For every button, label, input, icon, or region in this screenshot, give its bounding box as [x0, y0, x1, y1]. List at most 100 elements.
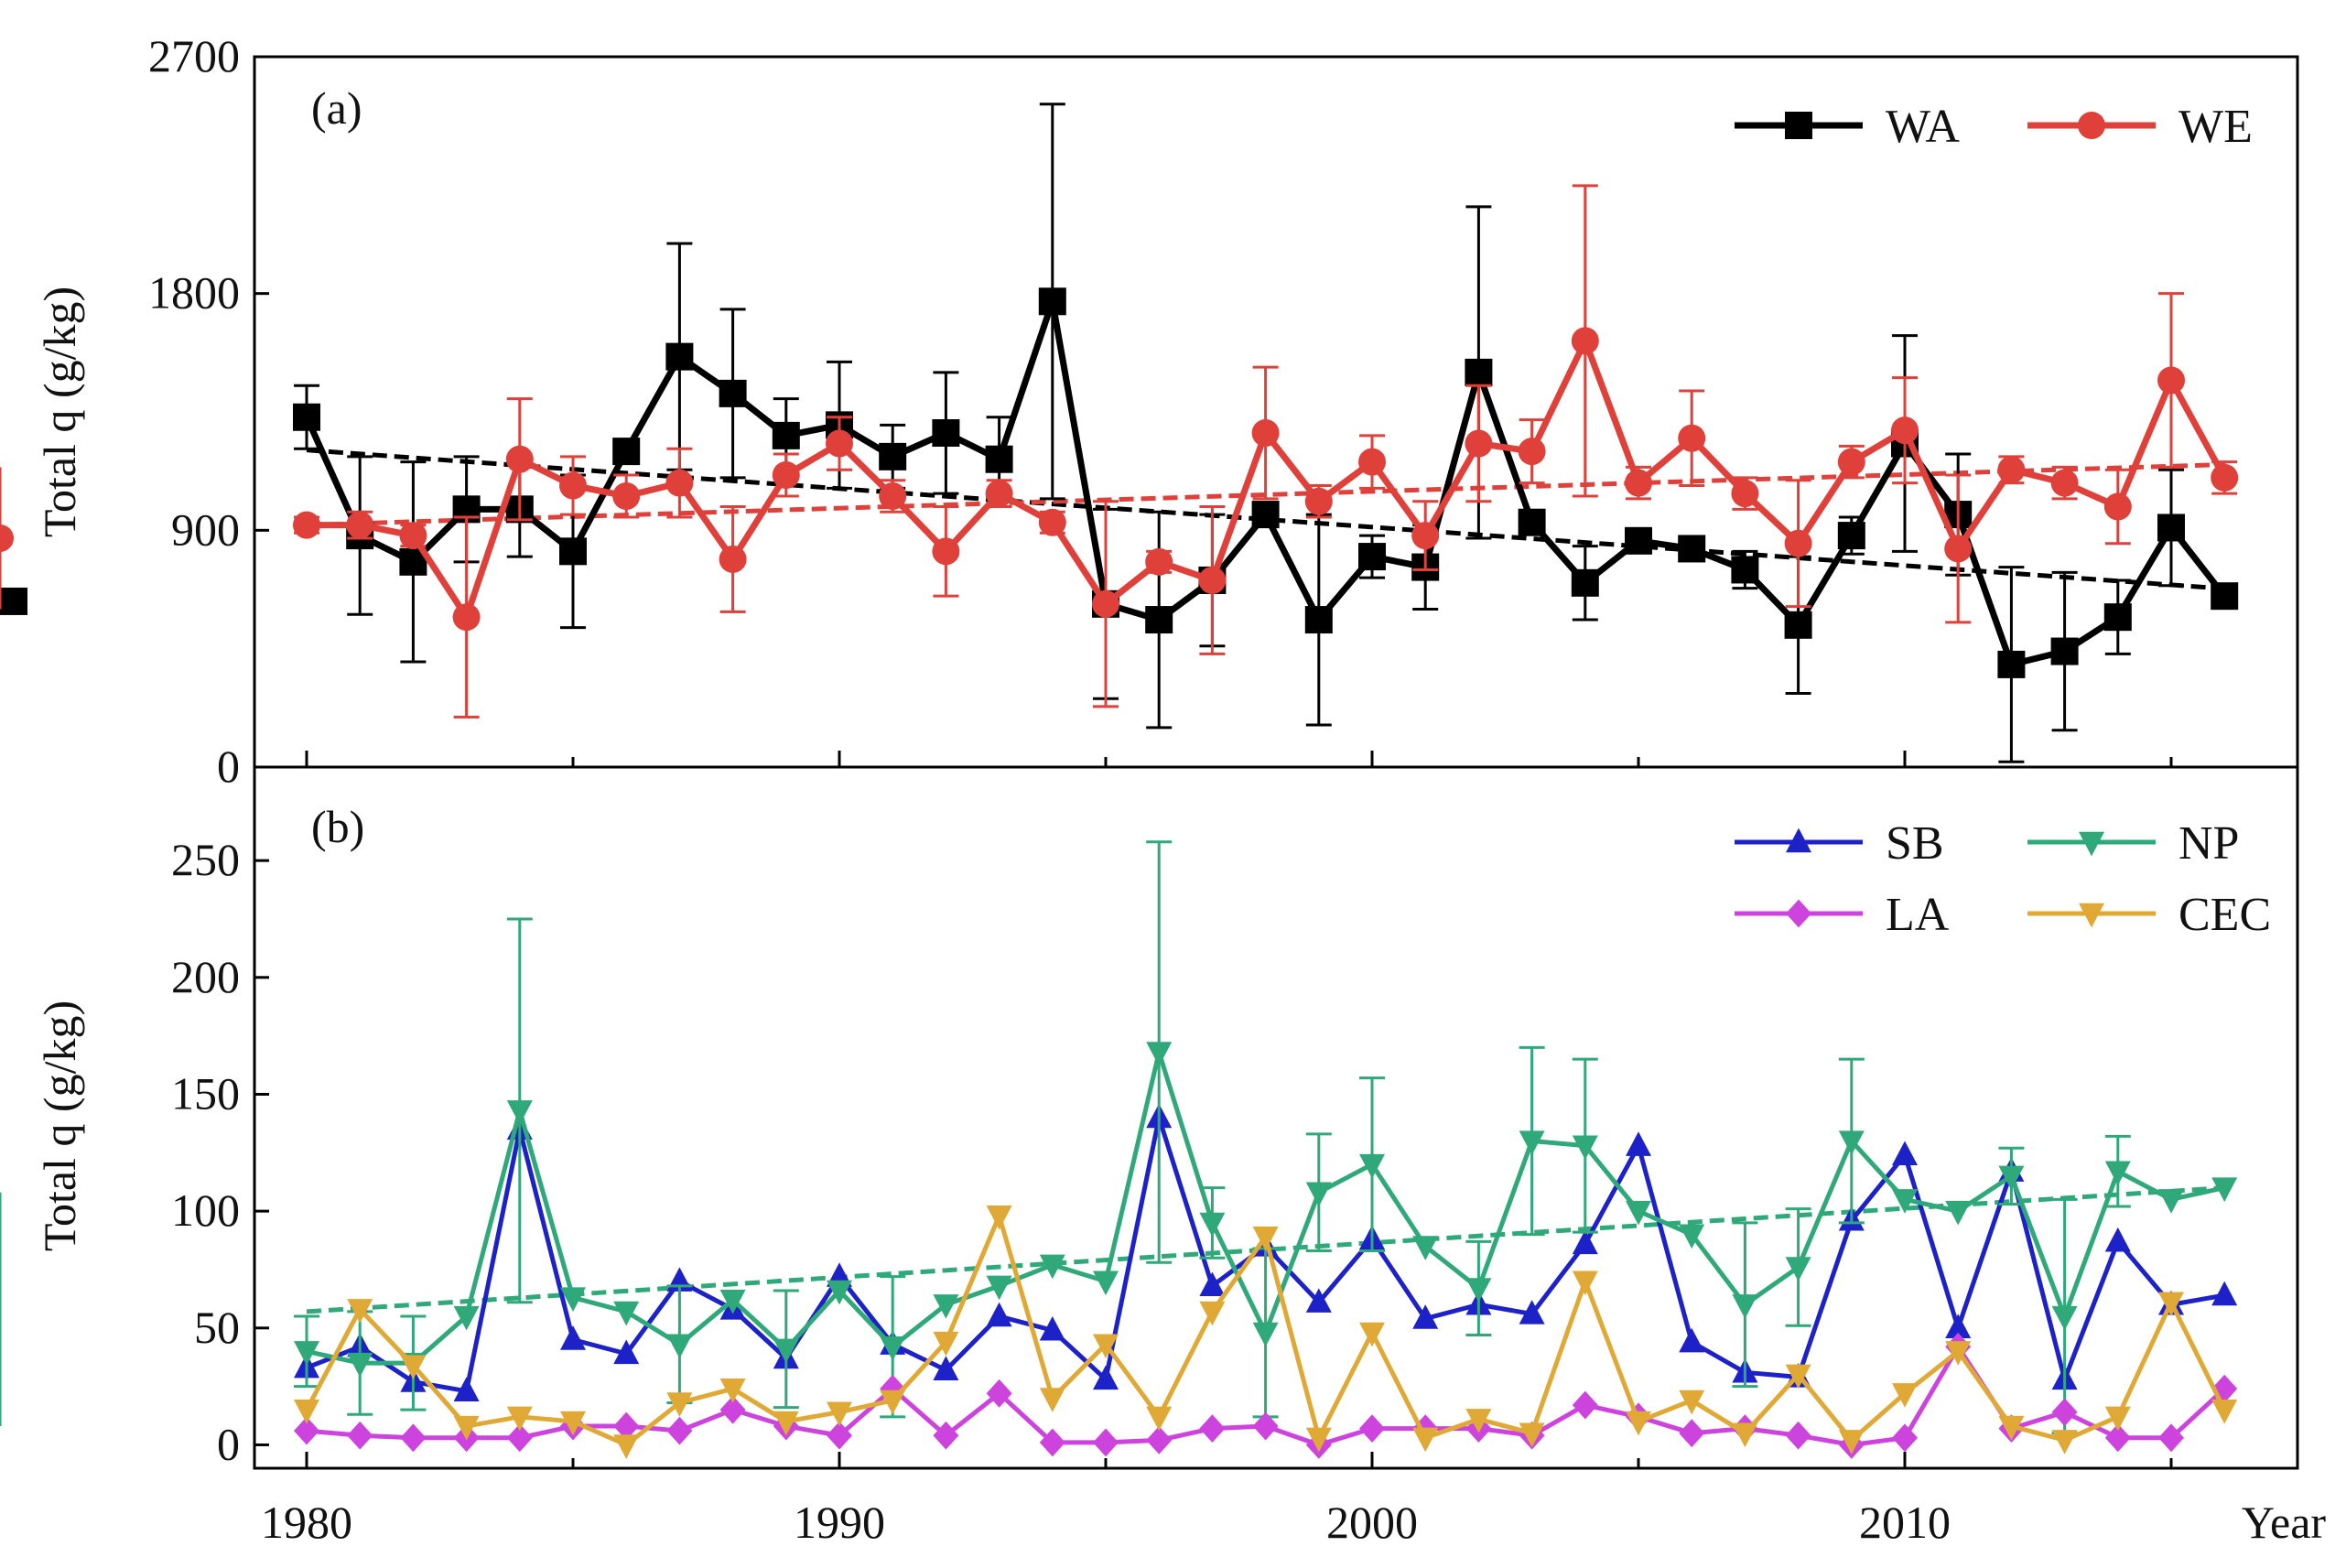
b-y-tick-label-100: 100 [171, 1184, 240, 1236]
b-point-sb-2004 [1572, 1229, 1598, 1255]
a-point-we-1990 [826, 429, 853, 458]
panel-a-legend: WA WE [1735, 101, 2253, 153]
b-point-cec-1986 [613, 1434, 640, 1459]
panel-b: (b) Total q (g/kg) 0 50 100 150 200 250 SB NP L… [0, 765, 2299, 1470]
b-point-np-1994 [1039, 1254, 1065, 1280]
b-point-np-1990 [827, 1280, 852, 1305]
a-point-wa-2015 [2157, 514, 2185, 542]
a-point-we-2001 [1411, 522, 1440, 550]
b-point-sb-1999 [1305, 1288, 1332, 1313]
b-point-np-1983 [453, 1305, 480, 1331]
b-point-cec-2016 [2211, 1399, 2238, 1424]
b-point-cec-2011 [1945, 1341, 1972, 1366]
b-point-np-1987 [666, 1334, 693, 1359]
a-point-we-2009 [1837, 448, 1865, 476]
a-point-wa-2006 [1678, 535, 1706, 563]
b-point-np-2008 [1785, 1257, 1811, 1281]
a-point-wa-1996 [1145, 606, 1173, 634]
b-series-np [0, 840, 2238, 1435]
b-point-sb-1997 [1199, 1271, 1226, 1297]
a-point-we-1992 [932, 537, 960, 566]
b-point-la-1981 [347, 1421, 373, 1450]
b-point-np-2004 [1572, 1135, 1598, 1161]
a-y-tick-label-0: 0 [217, 741, 240, 792]
a-point-we-2010 [1891, 416, 1919, 445]
b-point-cec-2002 [1465, 1409, 1492, 1433]
b-point-la-2013 [2051, 1398, 2078, 1427]
b-point-la-1994 [1039, 1428, 1065, 1457]
b-point-la-2015 [2158, 1423, 2184, 1453]
b-point-cec-1990 [827, 1401, 852, 1427]
b-point-la-1992 [933, 1421, 959, 1450]
b-point-cec-2012 [1998, 1415, 2025, 1441]
a-point-we-2011 [1944, 535, 1973, 563]
b-point-np-1986 [613, 1301, 640, 1326]
a-point-we-1984 [505, 445, 534, 473]
a-y-tick-label-1800: 1800 [148, 267, 240, 319]
panel-a-ticks: 0 900 1800 2700 [148, 30, 2173, 792]
b-point-la-1986 [613, 1411, 640, 1441]
b-point-sb-1993 [986, 1302, 1012, 1327]
b-point-cec-1983 [453, 1415, 480, 1441]
b-point-la-1993 [986, 1379, 1012, 1408]
b-point-np-2011 [1945, 1200, 1972, 1226]
b-point-np-1980 [294, 1341, 319, 1366]
a-point-wa-1985 [559, 537, 587, 566]
panel-b-series [0, 840, 2238, 1459]
panel-b-frame [253, 765, 2299, 1470]
a-point-we-1991 [879, 481, 907, 510]
b-legend-label-sb: SB [1886, 817, 1944, 870]
b-point-la-2006 [1679, 1419, 1705, 1448]
panel-a-y-axis-title: Total q (g/kg) [34, 287, 85, 537]
a-point-wa-2007 [1731, 556, 1759, 584]
a-point-we-1989 [772, 460, 800, 489]
a-point-we-1980 [293, 511, 320, 539]
b-point-la-2010 [1892, 1423, 1918, 1453]
b-legend-marker-sb [1786, 827, 1811, 853]
b-point-cec-1997 [1199, 1301, 1226, 1326]
a-y-tick-label-2700: 2700 [148, 30, 240, 81]
a-point-we-1997 [1198, 566, 1227, 594]
b-point-np-1984 [506, 1100, 533, 1125]
b-point-la-1995 [1093, 1428, 1119, 1457]
a-point-wa-2013 [2050, 637, 2079, 665]
a-point-wa-2004 [1571, 568, 1599, 597]
x-axis: 1980 1990 2000 2010 Year [261, 1497, 2326, 1548]
a-point-wa-1993 [985, 445, 1013, 473]
b-point-np-1981 [347, 1352, 373, 1378]
a-point-we-2006 [1678, 424, 1706, 452]
b-point-cec-1987 [666, 1392, 693, 1417]
x-tick-label-2000: 2000 [1326, 1497, 1418, 1548]
a-point-we-2005 [1625, 469, 1652, 497]
a-point-we-1987 [665, 469, 694, 497]
b-point-np-1985 [560, 1287, 586, 1313]
b-point-sb-1994 [1039, 1315, 1065, 1341]
b-point-la-2014 [2104, 1423, 2131, 1453]
x-axis-title: Year [2242, 1497, 2326, 1548]
x-tick-label-1990: 1990 [794, 1497, 885, 1548]
b-point-cec-2001 [1412, 1427, 1439, 1453]
a-point-we-1981 [346, 511, 374, 539]
b-series-cec [294, 1206, 2238, 1459]
b-point-np-1989 [773, 1338, 799, 1364]
b-point-sb-1995 [1093, 1365, 1119, 1390]
a-point-wa-1994 [1038, 287, 1066, 316]
a-point-we-2013 [2050, 469, 2079, 497]
b-point-np-2002 [1465, 1278, 1492, 1303]
b-point-np-1999 [1305, 1182, 1332, 1207]
b-point-cec-1985 [560, 1411, 586, 1436]
b-point-cec-1988 [719, 1378, 746, 1403]
panel-b-legend: SB NP LA CEC [1735, 817, 2271, 941]
b-point-la-2016 [2211, 1374, 2238, 1403]
b-point-np-2000 [1359, 1153, 1385, 1179]
a-point-wa-2008 [1784, 611, 1812, 639]
b-point-np-2005 [1626, 1200, 1651, 1226]
panel-b-y-axis-title: Total q (g/kg) [34, 1000, 85, 1251]
b-point-la-1980 [294, 1416, 319, 1445]
a-point-wa-1986 [612, 438, 641, 466]
a-point-we-2012 [1997, 456, 2026, 484]
b-point-cec-1984 [506, 1406, 533, 1432]
a-legend-marker-we [2078, 112, 2105, 139]
b-point-np-2010 [1892, 1189, 1918, 1214]
b-point-sb-1986 [613, 1339, 640, 1365]
